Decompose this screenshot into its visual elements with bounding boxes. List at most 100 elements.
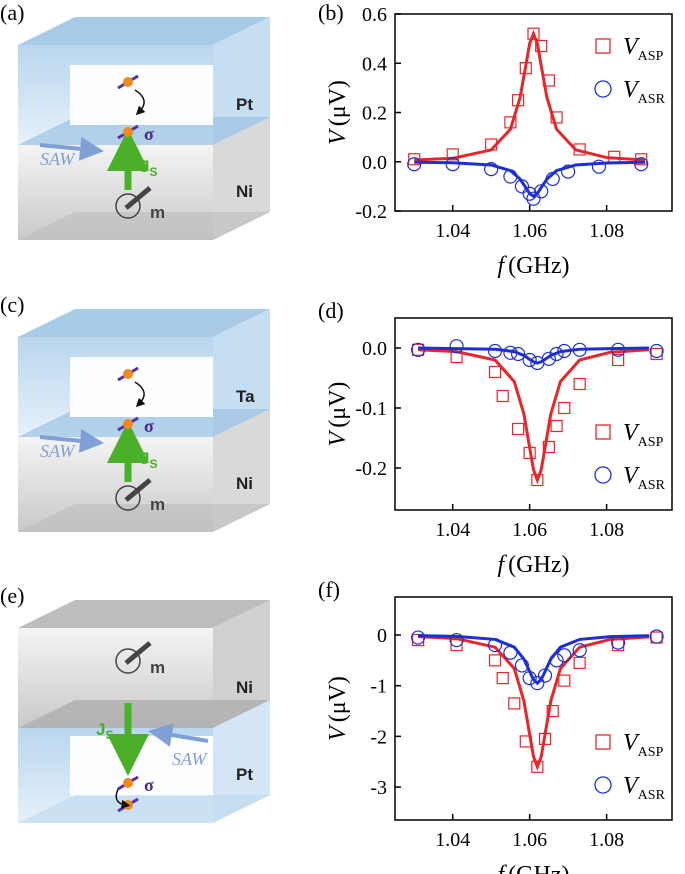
data-point xyxy=(522,670,537,686)
y-tick-label: 0.4 xyxy=(362,53,387,75)
magnet-label: m xyxy=(150,658,165,677)
data-point xyxy=(522,352,537,368)
x-tick-label: 1.04 xyxy=(435,220,470,242)
y-axis-label: V (μV) xyxy=(325,80,351,145)
panel-label: (f) xyxy=(318,577,340,602)
data-point xyxy=(488,365,502,379)
x-tick-label: 1.04 xyxy=(435,519,470,541)
x-tick-label: 1.08 xyxy=(589,829,624,851)
js-sub: S xyxy=(149,165,157,179)
layer-label: Ni xyxy=(236,182,253,201)
data-point xyxy=(573,377,586,391)
data-point xyxy=(549,346,564,362)
data-point xyxy=(410,630,426,645)
spin-current-label: JS xyxy=(140,449,157,471)
x-axis-unit: (GHz) xyxy=(508,862,569,874)
data-point xyxy=(573,656,586,669)
data-point xyxy=(550,419,563,433)
legend-label: VASR xyxy=(623,77,666,107)
legend-sub: ASR xyxy=(638,788,666,803)
data-point xyxy=(531,473,544,487)
data-point xyxy=(449,632,464,648)
spin-current-label: JS xyxy=(140,157,157,179)
magnet-rod xyxy=(124,641,152,665)
data-point xyxy=(549,653,564,668)
layer-label: Ta xyxy=(236,387,255,406)
y-tick-label: 0 xyxy=(377,625,387,647)
data-point xyxy=(411,343,425,356)
legend-marker xyxy=(594,776,612,794)
data-point xyxy=(527,27,540,40)
magnet-label: m xyxy=(150,203,165,222)
box-bottom-face xyxy=(18,212,270,240)
data-point xyxy=(512,422,525,436)
legend-sub: ASP xyxy=(638,745,664,760)
y-axis-var: V xyxy=(325,724,351,741)
x-axis-label: f(GHz) xyxy=(498,552,570,578)
side-top xyxy=(213,600,270,728)
saw-label: SAW xyxy=(40,441,76,461)
data-point xyxy=(611,635,626,650)
chart: -0.2 0.0 0.2 0.4 0.6 1.04 1.06 1.08 (b) f (GHz) V (μ… xyxy=(318,0,673,279)
data-point xyxy=(484,162,499,177)
data-point xyxy=(537,668,553,683)
spin-current-label: JS xyxy=(96,720,113,742)
box-top-face xyxy=(18,309,270,337)
x-axis-var: f xyxy=(498,862,508,874)
box-top-face xyxy=(18,17,270,45)
js-main: J xyxy=(140,449,149,468)
data-point xyxy=(538,732,552,746)
data-point xyxy=(508,697,521,710)
y-tick-label: -0.1 xyxy=(355,398,387,420)
data-point xyxy=(410,342,426,357)
data-point xyxy=(611,342,626,357)
legend-sub: ASP xyxy=(638,435,664,450)
panel-label: (b) xyxy=(318,0,344,25)
data-point xyxy=(531,760,544,773)
js-main: J xyxy=(96,720,105,739)
y-axis-var: V xyxy=(325,128,351,145)
x-axis-unit: (GHz) xyxy=(508,552,569,578)
legend-marker xyxy=(595,424,611,440)
spin-flow xyxy=(134,381,146,408)
y-tick-label: -0.2 xyxy=(355,201,387,223)
panel-label: (a) xyxy=(0,0,24,25)
data-point xyxy=(572,643,587,658)
legend-label: VASP xyxy=(623,420,664,450)
data-point xyxy=(542,74,555,87)
x-axis-var: f xyxy=(498,253,508,279)
legend-label: VASP xyxy=(623,730,664,760)
legend-sub: ASP xyxy=(638,49,664,64)
box-top-face xyxy=(18,600,270,628)
data-point xyxy=(591,159,607,174)
data-point xyxy=(522,186,537,201)
legend-marker xyxy=(595,734,611,750)
y-axis-unit: (μV) xyxy=(325,382,351,428)
box-bottom-face xyxy=(18,504,270,532)
x-tick-label: 1.06 xyxy=(512,220,547,242)
plot-frame xyxy=(394,317,673,511)
sigma-label: σ xyxy=(144,416,154,436)
x-axis-var: f xyxy=(498,552,508,578)
panel-label: (e) xyxy=(0,583,24,608)
x-tick-label: 1.06 xyxy=(512,519,547,541)
legend-name: V xyxy=(623,463,640,489)
legend-label: VASP xyxy=(623,34,664,64)
data-point xyxy=(450,639,463,652)
spin-flow xyxy=(115,788,131,809)
electron xyxy=(123,419,133,429)
side-bottom xyxy=(213,117,270,240)
data-point xyxy=(542,440,555,454)
fit-line xyxy=(418,634,649,686)
data-point xyxy=(503,345,518,360)
data-point xyxy=(503,169,518,184)
legend-name: V xyxy=(623,34,640,60)
data-point xyxy=(550,111,563,124)
electron xyxy=(123,369,133,379)
data-point xyxy=(634,157,649,172)
side-top xyxy=(213,309,270,437)
data-point xyxy=(573,143,586,156)
